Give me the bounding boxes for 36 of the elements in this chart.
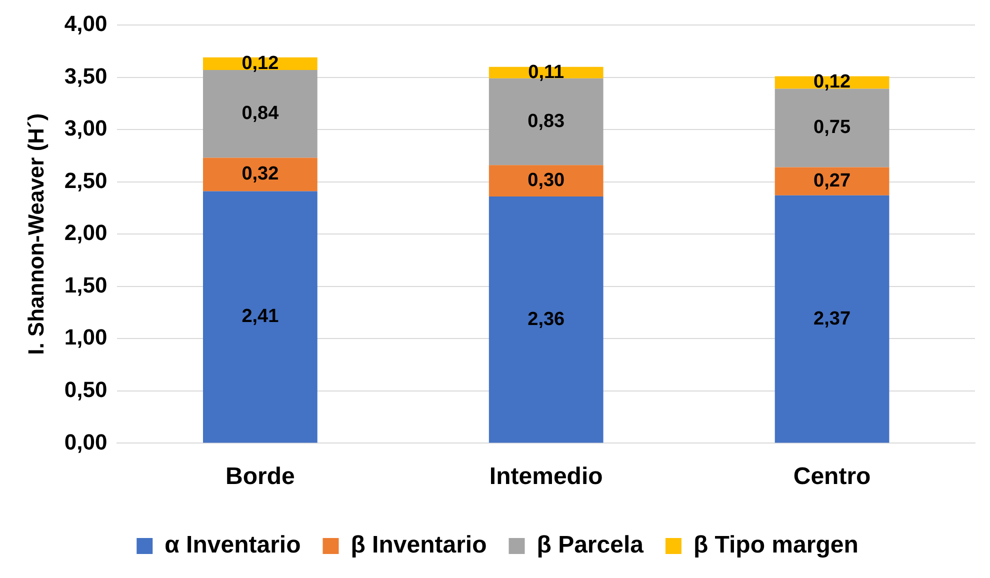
y-tick-label: 1,00 [64,324,108,350]
y-tick-label: 0,00 [64,429,108,454]
legend-label: β Inventario [350,532,487,559]
x-tick-label: Intemedio [489,463,603,490]
data-label: 0,84 [242,103,280,124]
legend-label: α Inventario [164,532,301,559]
y-tick-label: 2,00 [64,220,108,246]
bar [488,165,604,196]
y-tick-label: 1,50 [64,272,108,298]
x-tick-label: Centro [793,463,871,490]
y-tick-label: 3,00 [64,116,108,141]
data-label: 0,12 [814,72,851,93]
bar [774,195,890,443]
data-label: 2,37 [814,308,851,330]
y-axis-title: I. Shannon-Weaver (H´) [23,113,48,355]
y-tick-label: 0,50 [64,376,108,402]
bar [774,167,890,196]
y-tick-label: 4,00 [64,11,108,36]
data-label: 0,30 [528,170,565,192]
data-label: 0,12 [242,52,279,74]
data-label: 2,36 [528,308,565,330]
y-tick-label: 2,50 [64,168,108,193]
legend-label: β Parcela [536,532,644,559]
data-label: 0,27 [814,170,851,192]
data-label: 0,75 [814,117,851,138]
bar [202,158,318,192]
data-label: 0,32 [242,164,279,185]
bar [202,191,318,443]
y-tick-label: 3,50 [64,63,108,88]
x-tick-label: Borde [226,463,295,490]
data-label: 0,83 [528,110,565,132]
data-label: 0,11 [528,62,565,83]
bar [774,88,890,168]
legend-label: β Tipo margen [693,532,858,559]
bar [488,196,604,443]
data-label: 2,41 [242,306,280,328]
